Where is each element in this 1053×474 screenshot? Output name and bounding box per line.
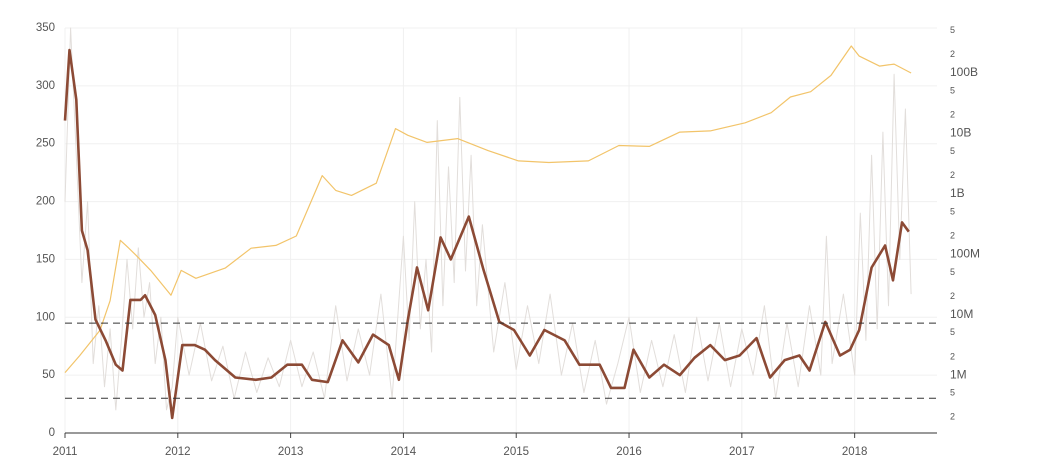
y-tick-label: 0	[49, 427, 55, 439]
data-line	[64, 27, 912, 411]
y2-tick-label: 2	[950, 110, 955, 120]
y2-tick-label: 2	[950, 291, 955, 301]
y2-tick-label: 5	[950, 206, 955, 216]
y2-tick-label: 10B	[950, 126, 971, 140]
y2-tick-label: 5	[950, 146, 955, 156]
x-tick-label: 2015	[503, 446, 529, 458]
y2-tick-label: 2	[950, 412, 955, 422]
y2-tick-label: 2	[950, 170, 955, 180]
x-tick-label: 2018	[842, 446, 868, 458]
y2-tick-label: 5	[950, 327, 955, 337]
y-tick-label: 200	[36, 196, 55, 208]
x-tick-label: 2013	[278, 446, 304, 458]
y2-tick-label: 5	[950, 86, 955, 96]
y2-tick-label: 10M	[950, 307, 973, 321]
y2-tick-label: 2	[950, 49, 955, 59]
y-tick-label: 350	[36, 22, 55, 34]
data-line	[64, 45, 912, 373]
data-line	[63, 48, 910, 420]
y-tick-label: 250	[36, 138, 55, 150]
y2-tick-label: 100M	[950, 246, 980, 260]
x-tick-label: 2017	[729, 446, 755, 458]
x-tick-label: 2014	[391, 446, 417, 458]
x-tick-label: 2016	[616, 446, 642, 458]
y-tick-label: 300	[36, 80, 55, 92]
y2-tick-label: 5	[950, 267, 955, 277]
y2-tick-label: 2	[950, 351, 955, 361]
y2-tick-label: 1M	[950, 367, 967, 381]
y-tick-label: 100	[36, 311, 55, 323]
y2-tick-label: 100B	[950, 65, 978, 79]
y2-tick-label: 2	[950, 230, 955, 240]
y2-tick-label: 5	[950, 25, 955, 35]
y2-tick-label: 1B	[950, 186, 965, 200]
y-tick-label: 150	[36, 253, 55, 265]
x-tick-label: 2012	[165, 446, 191, 458]
y2-tick-label: 5	[950, 388, 955, 398]
x-tick-label: 2011	[53, 446, 78, 458]
y-tick-label: 50	[42, 369, 55, 381]
